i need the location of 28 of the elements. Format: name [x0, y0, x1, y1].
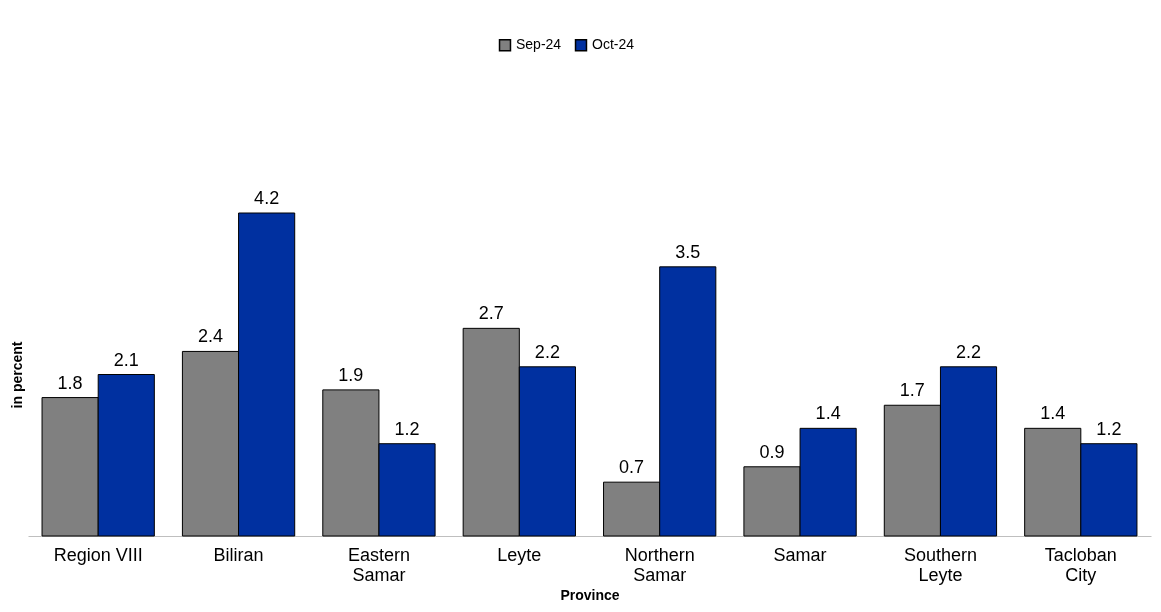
data-label: 2.2 [534, 341, 560, 362]
data-label: 1.9 [338, 364, 364, 385]
data-label: 1.2 [1096, 418, 1122, 439]
data-label: 2.1 [113, 349, 139, 370]
x-axis-title: Province [560, 586, 620, 603]
data-label: 3.5 [675, 241, 701, 262]
data-label: 1.2 [394, 418, 420, 439]
data-label: 2.7 [478, 303, 504, 324]
data-label: 1.4 [1040, 403, 1066, 424]
data-label: 0.7 [619, 457, 645, 478]
legend-label: Sep-24 [516, 36, 562, 53]
data-label: 2.2 [956, 341, 982, 362]
x-tick-label: Eastern Samar [347, 544, 410, 585]
x-tick-label: Region VIII [53, 544, 143, 565]
data-label: 1.8 [57, 372, 83, 393]
x-tick-label: Samar [773, 544, 827, 565]
x-tick-label: Leyte [497, 544, 542, 565]
x-tick-label: Biliran [213, 544, 264, 565]
data-label: 1.4 [815, 403, 841, 424]
data-label: 0.9 [759, 441, 785, 462]
x-tick-label: Tacloban City [1044, 544, 1117, 585]
data-label: 4.2 [254, 188, 280, 208]
data-label: 2.4 [197, 326, 223, 347]
x-tick-label: Southern Leyte [903, 544, 977, 585]
y-axis-title: in percent [8, 341, 25, 409]
data-label: 1.7 [899, 380, 925, 401]
legend-label: Oct-24 [592, 36, 635, 53]
x-tick-label: Northern Samar [624, 544, 695, 585]
